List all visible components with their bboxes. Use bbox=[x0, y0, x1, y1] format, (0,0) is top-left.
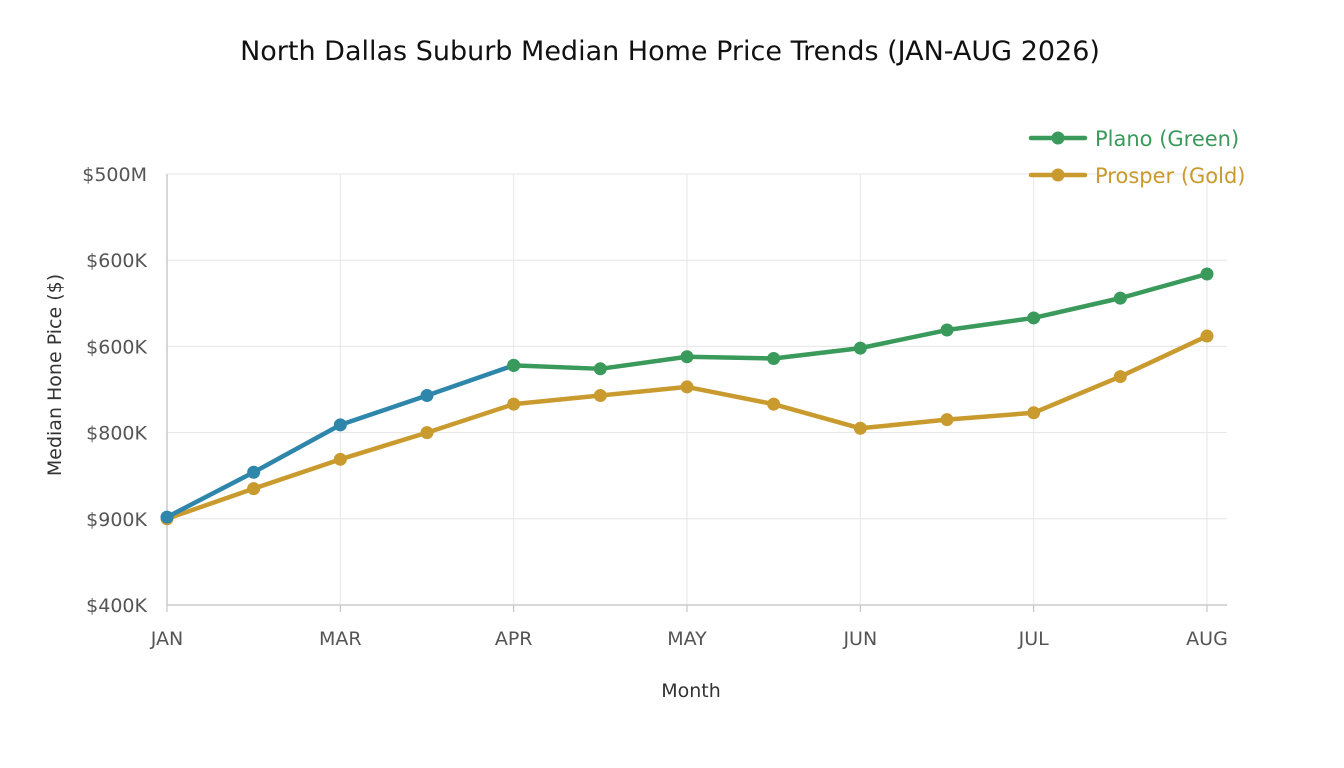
data-point bbox=[420, 389, 434, 403]
data-point bbox=[680, 350, 694, 364]
legend-item: Prosper (Gold) bbox=[1028, 164, 1246, 188]
x-tick-label: JAN bbox=[150, 628, 183, 650]
data-point bbox=[333, 418, 347, 432]
legend-marker bbox=[1051, 168, 1065, 182]
data-point bbox=[940, 323, 954, 337]
legend-item: Plano (Green) bbox=[1028, 127, 1239, 151]
x-tick-label: AUG bbox=[1186, 628, 1228, 650]
series-layer bbox=[160, 267, 1214, 526]
data-point bbox=[940, 413, 954, 427]
data-point bbox=[1113, 291, 1127, 305]
data-point bbox=[1200, 329, 1214, 343]
chart-title: North Dallas Suburb Median Home Price Tr… bbox=[240, 36, 1100, 67]
data-point bbox=[593, 389, 607, 403]
data-point bbox=[593, 362, 607, 376]
data-point bbox=[1027, 406, 1041, 420]
data-point bbox=[333, 452, 347, 466]
y-axis-label: Median Hone Pice ($) bbox=[44, 274, 66, 476]
y-tick-label: $600K bbox=[86, 250, 147, 272]
data-point bbox=[420, 426, 434, 440]
x-axis-label: Month bbox=[661, 680, 721, 702]
data-point bbox=[767, 351, 781, 365]
data-point bbox=[680, 380, 694, 394]
x-tick-label: JUN bbox=[842, 628, 877, 650]
data-point bbox=[507, 358, 521, 372]
y-tick-label: $800K bbox=[86, 423, 147, 445]
data-point bbox=[247, 482, 261, 496]
y-tick-label: $500M bbox=[82, 164, 147, 186]
data-point bbox=[507, 397, 521, 411]
x-tick-label: MAY bbox=[667, 628, 707, 650]
data-point bbox=[1113, 370, 1127, 384]
legend-marker bbox=[1051, 131, 1065, 145]
legend-label: Prosper (Gold) bbox=[1095, 164, 1246, 188]
y-tick-label: $400K bbox=[86, 595, 147, 617]
data-point bbox=[160, 510, 174, 524]
axes-layer bbox=[166, 174, 1227, 612]
x-tick-label: MAR bbox=[319, 628, 362, 650]
data-point bbox=[767, 397, 781, 411]
data-point bbox=[1200, 267, 1214, 281]
legend: Plano (Green) Prosper (Gold) bbox=[1028, 127, 1246, 188]
data-point bbox=[853, 341, 867, 355]
data-point bbox=[853, 421, 867, 435]
data-point bbox=[247, 465, 261, 479]
data-point bbox=[1027, 311, 1041, 325]
legend-label: Plano (Green) bbox=[1095, 127, 1239, 151]
x-tick-label: JUL bbox=[1018, 628, 1050, 650]
series-plano bbox=[160, 267, 1214, 524]
x-tick-label: APR bbox=[495, 628, 533, 650]
y-tick-label: $600K bbox=[86, 336, 147, 358]
y-tick-label: $900K bbox=[86, 509, 147, 531]
